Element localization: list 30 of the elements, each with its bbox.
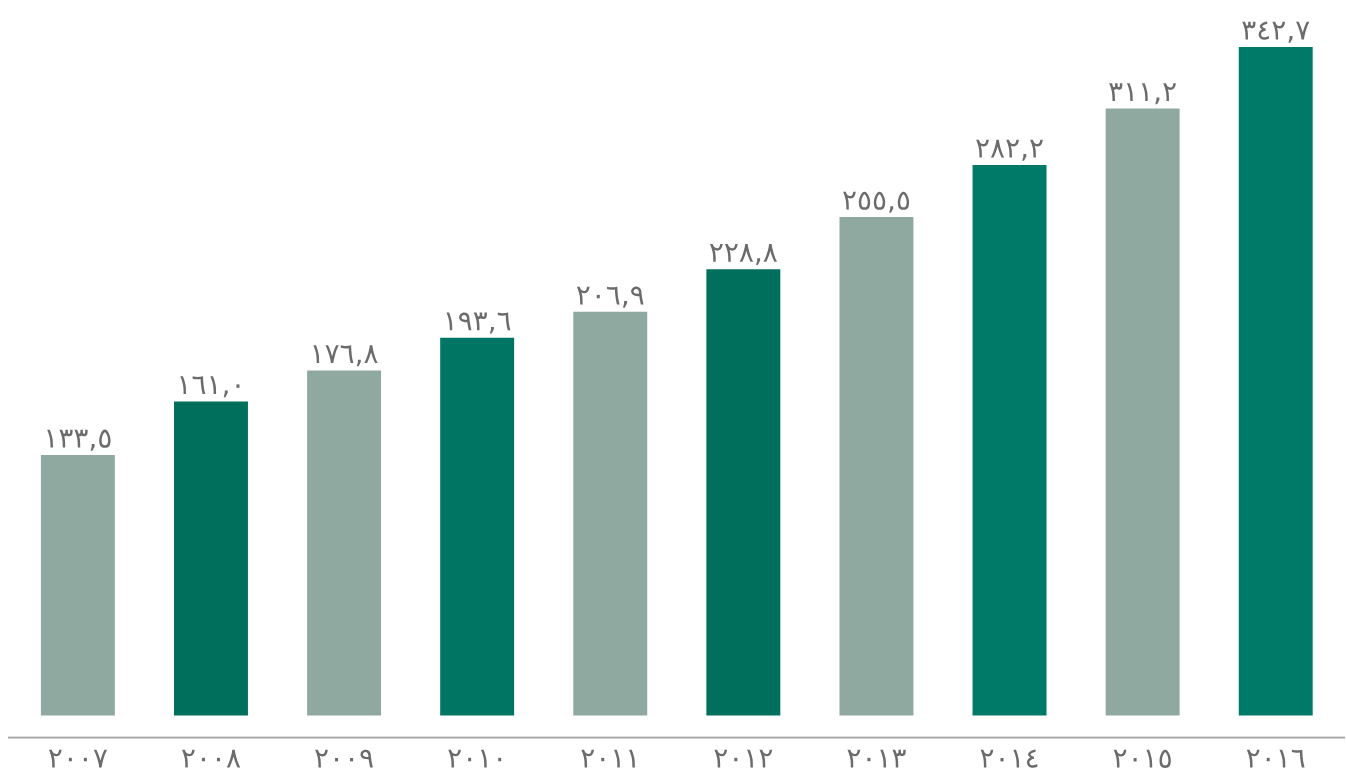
x-tick-label: ٢٠٠٩	[315, 749, 373, 768]
x-tick-label: ٢٠١٤	[980, 749, 1038, 768]
data-label: ١٩٣,٦	[446, 312, 511, 334]
x-tick-label: ٢٠١٠	[448, 749, 502, 768]
x-tick-label: ٢٠١٥	[1113, 749, 1171, 768]
data-label: ١٦١,٠	[180, 375, 240, 397]
bar	[1105, 108, 1180, 716]
bar	[972, 164, 1047, 716]
data-label: ١٣٣,٥	[47, 429, 111, 451]
x-tick-label: ٢٠١٣	[847, 749, 906, 768]
data-label: ٢٥٥,٥	[843, 191, 910, 213]
data-label: ٣١١,٢	[1109, 82, 1176, 104]
data-label: ٢٨٢,٢	[976, 139, 1043, 161]
data-label: ٢٢٨,٨	[709, 243, 778, 265]
x-tick-label: ٢٠٠٧	[48, 749, 108, 768]
data-label: ٢٠٦,٩	[576, 286, 644, 308]
x-tick-label: ٢٠١١	[581, 749, 635, 768]
bar	[706, 268, 781, 716]
x-tick-label: ٢٠١٦	[1246, 749, 1305, 768]
x-tick-label: ٢٠٠٨	[182, 749, 241, 768]
bar	[1238, 46, 1313, 716]
bar	[573, 311, 648, 716]
bar	[307, 370, 382, 716]
bar	[174, 401, 248, 716]
data-label: ١٧٦,٨	[313, 345, 378, 367]
bar	[440, 337, 515, 716]
bar	[40, 454, 115, 716]
x-tick-label: ٢٠١٢	[714, 749, 773, 768]
data-label: ٣٤٢,٧	[1242, 21, 1310, 43]
bar	[839, 216, 914, 716]
